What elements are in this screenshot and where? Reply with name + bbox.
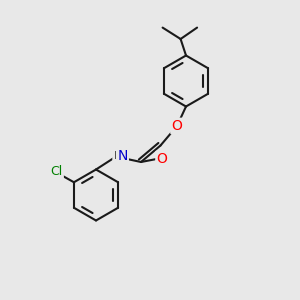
Text: O: O	[172, 119, 182, 133]
Text: N: N	[117, 149, 128, 163]
Text: Cl: Cl	[50, 165, 63, 178]
Text: O: O	[157, 152, 167, 166]
Text: H: H	[113, 151, 122, 161]
